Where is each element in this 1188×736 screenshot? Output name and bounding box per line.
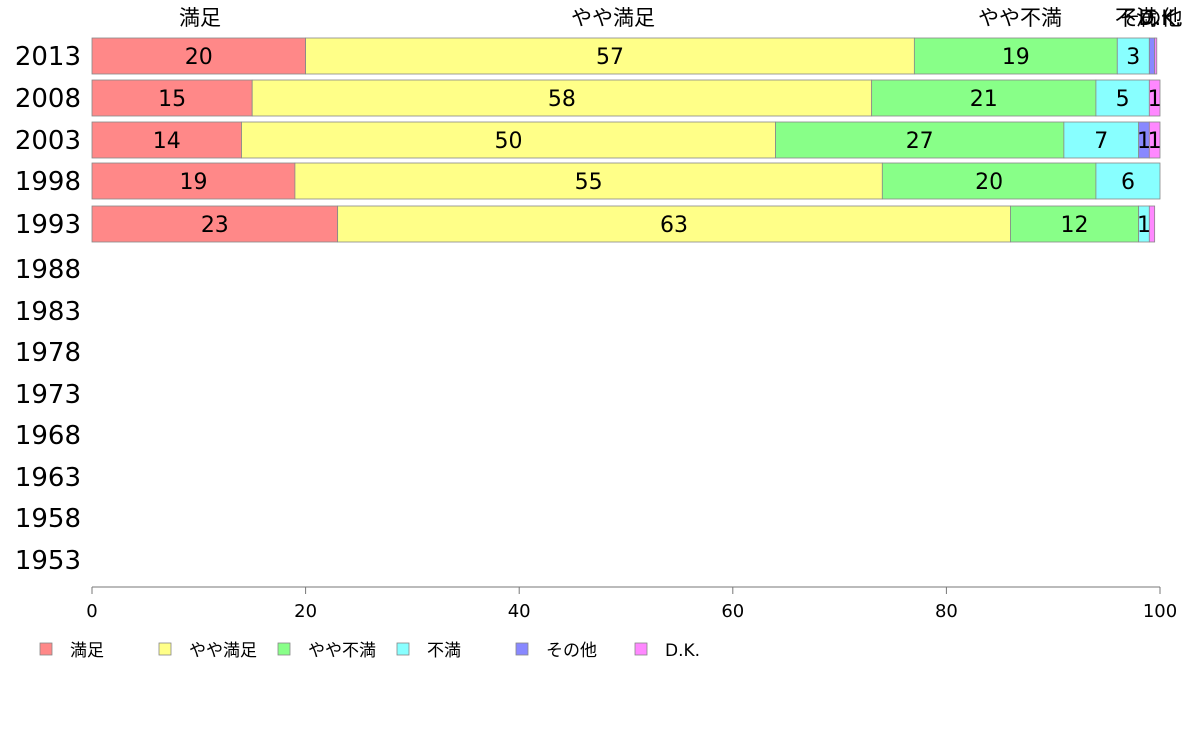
bar-segment-1998-0 [91,162,296,200]
bar-segment-1998-1 [294,162,883,200]
legend-label-3: 不満 [427,641,461,661]
x-tick-label-100: 100 [1143,601,1177,622]
bar-segment-2008-0 [91,79,253,117]
bar-segment-2008-3 [1095,79,1150,117]
bar-segment-1998-3 [1095,162,1161,200]
top-series-label-3: 不満 [1115,6,1157,30]
bar-segment-1993-2 [1010,205,1140,243]
data-label-1998-0: 19 [179,170,207,195]
bar-segment-2013-2 [913,37,1118,75]
bar-segment-2013-4 [1148,37,1156,75]
legend-label-5: D.K. [665,641,700,661]
top-series-label-5: D.K. [1138,6,1181,30]
data-label-2003-4: 1 [1137,129,1151,154]
data-label-2003-0: 14 [153,129,181,154]
category-label-1963: 1963 [15,463,81,493]
category-label-1998: 1998 [15,167,81,197]
data-label-1998-2: 20 [975,170,1003,195]
legend-swatch-3 [396,642,410,656]
category-label-1988: 1988 [15,255,81,285]
category-label-1978: 1978 [15,338,81,368]
category-label-2003: 2003 [15,126,81,156]
x-tick-label-80: 80 [935,601,958,622]
category-label-1993: 1993 [15,210,81,240]
legend-label-2: やや不満 [308,641,376,661]
bar-segment-2003-0 [91,121,242,159]
data-label-2008-3: 5 [1116,87,1130,112]
top-series-label-4: その他 [1120,6,1183,30]
legend-swatch-1 [158,642,172,656]
data-label-2003-2: 27 [906,129,934,154]
x-tick-label-0: 0 [86,601,97,622]
bar-segment-2003-5 [1148,121,1161,159]
bar-segment-1993-1 [337,205,1011,243]
top-series-label-2: やや不満 [978,6,1062,30]
data-label-2013-1: 57 [596,45,624,70]
data-label-2013-0: 20 [185,45,213,70]
bar-segment-1993-0 [91,205,339,243]
data-label-2013-3: 3 [1126,45,1140,70]
data-label-1993-3: 1 [1137,213,1151,238]
bar-segment-2013-1 [305,37,915,75]
top-series-label-0: 満足 [179,6,221,30]
data-label-2013-2: 19 [1002,45,1030,70]
bar-segment-2003-2 [775,121,1065,159]
data-label-1993-0: 23 [201,213,229,238]
x-tick-label-20: 20 [294,601,317,622]
legend-label-1: やや満足 [189,641,257,661]
top-series-label-1: やや満足 [571,6,655,30]
category-label-1953: 1953 [15,546,81,576]
bar-segment-2008-2 [871,79,1097,117]
legend-label-4: その他 [546,641,597,661]
bar-segment-2013-0 [91,37,307,75]
data-label-2003-5: 1 [1148,129,1162,154]
bar-segment-2008-1 [251,79,873,117]
bar-segment-2013-5 [1154,37,1158,75]
legend-swatch-0 [39,642,53,656]
category-label-2008: 2008 [15,84,81,114]
legend-swatch-2 [277,642,291,656]
x-tick-label-40: 40 [508,601,531,622]
data-label-1993-1: 63 [660,213,688,238]
data-label-2003-3: 7 [1094,129,1108,154]
data-label-2008-5: 1 [1148,87,1162,112]
bar-segment-1993-5 [1148,205,1156,243]
category-label-1958: 1958 [15,504,81,534]
legend-label-0: 満足 [70,641,104,661]
category-label-1983: 1983 [15,297,81,327]
legend-swatch-5 [634,642,648,656]
data-label-1993-2: 12 [1061,213,1089,238]
data-label-1998-1: 55 [575,170,603,195]
data-label-2003-1: 50 [495,129,523,154]
legend-swatch-4 [515,642,529,656]
data-label-2008-0: 15 [158,87,186,112]
category-label-2013: 2013 [15,42,81,72]
bar-segment-1998-2 [881,162,1097,200]
data-label-2008-1: 58 [548,87,576,112]
data-label-2008-2: 21 [970,87,998,112]
category-label-1968: 1968 [15,421,81,451]
bar-segment-2003-1 [241,121,776,159]
bar-segment-2008-5 [1148,79,1161,117]
category-label-1973: 1973 [15,380,81,410]
data-label-1998-3: 6 [1121,170,1135,195]
bar-segment-2003-3 [1063,121,1140,159]
x-tick-label-60: 60 [721,601,744,622]
